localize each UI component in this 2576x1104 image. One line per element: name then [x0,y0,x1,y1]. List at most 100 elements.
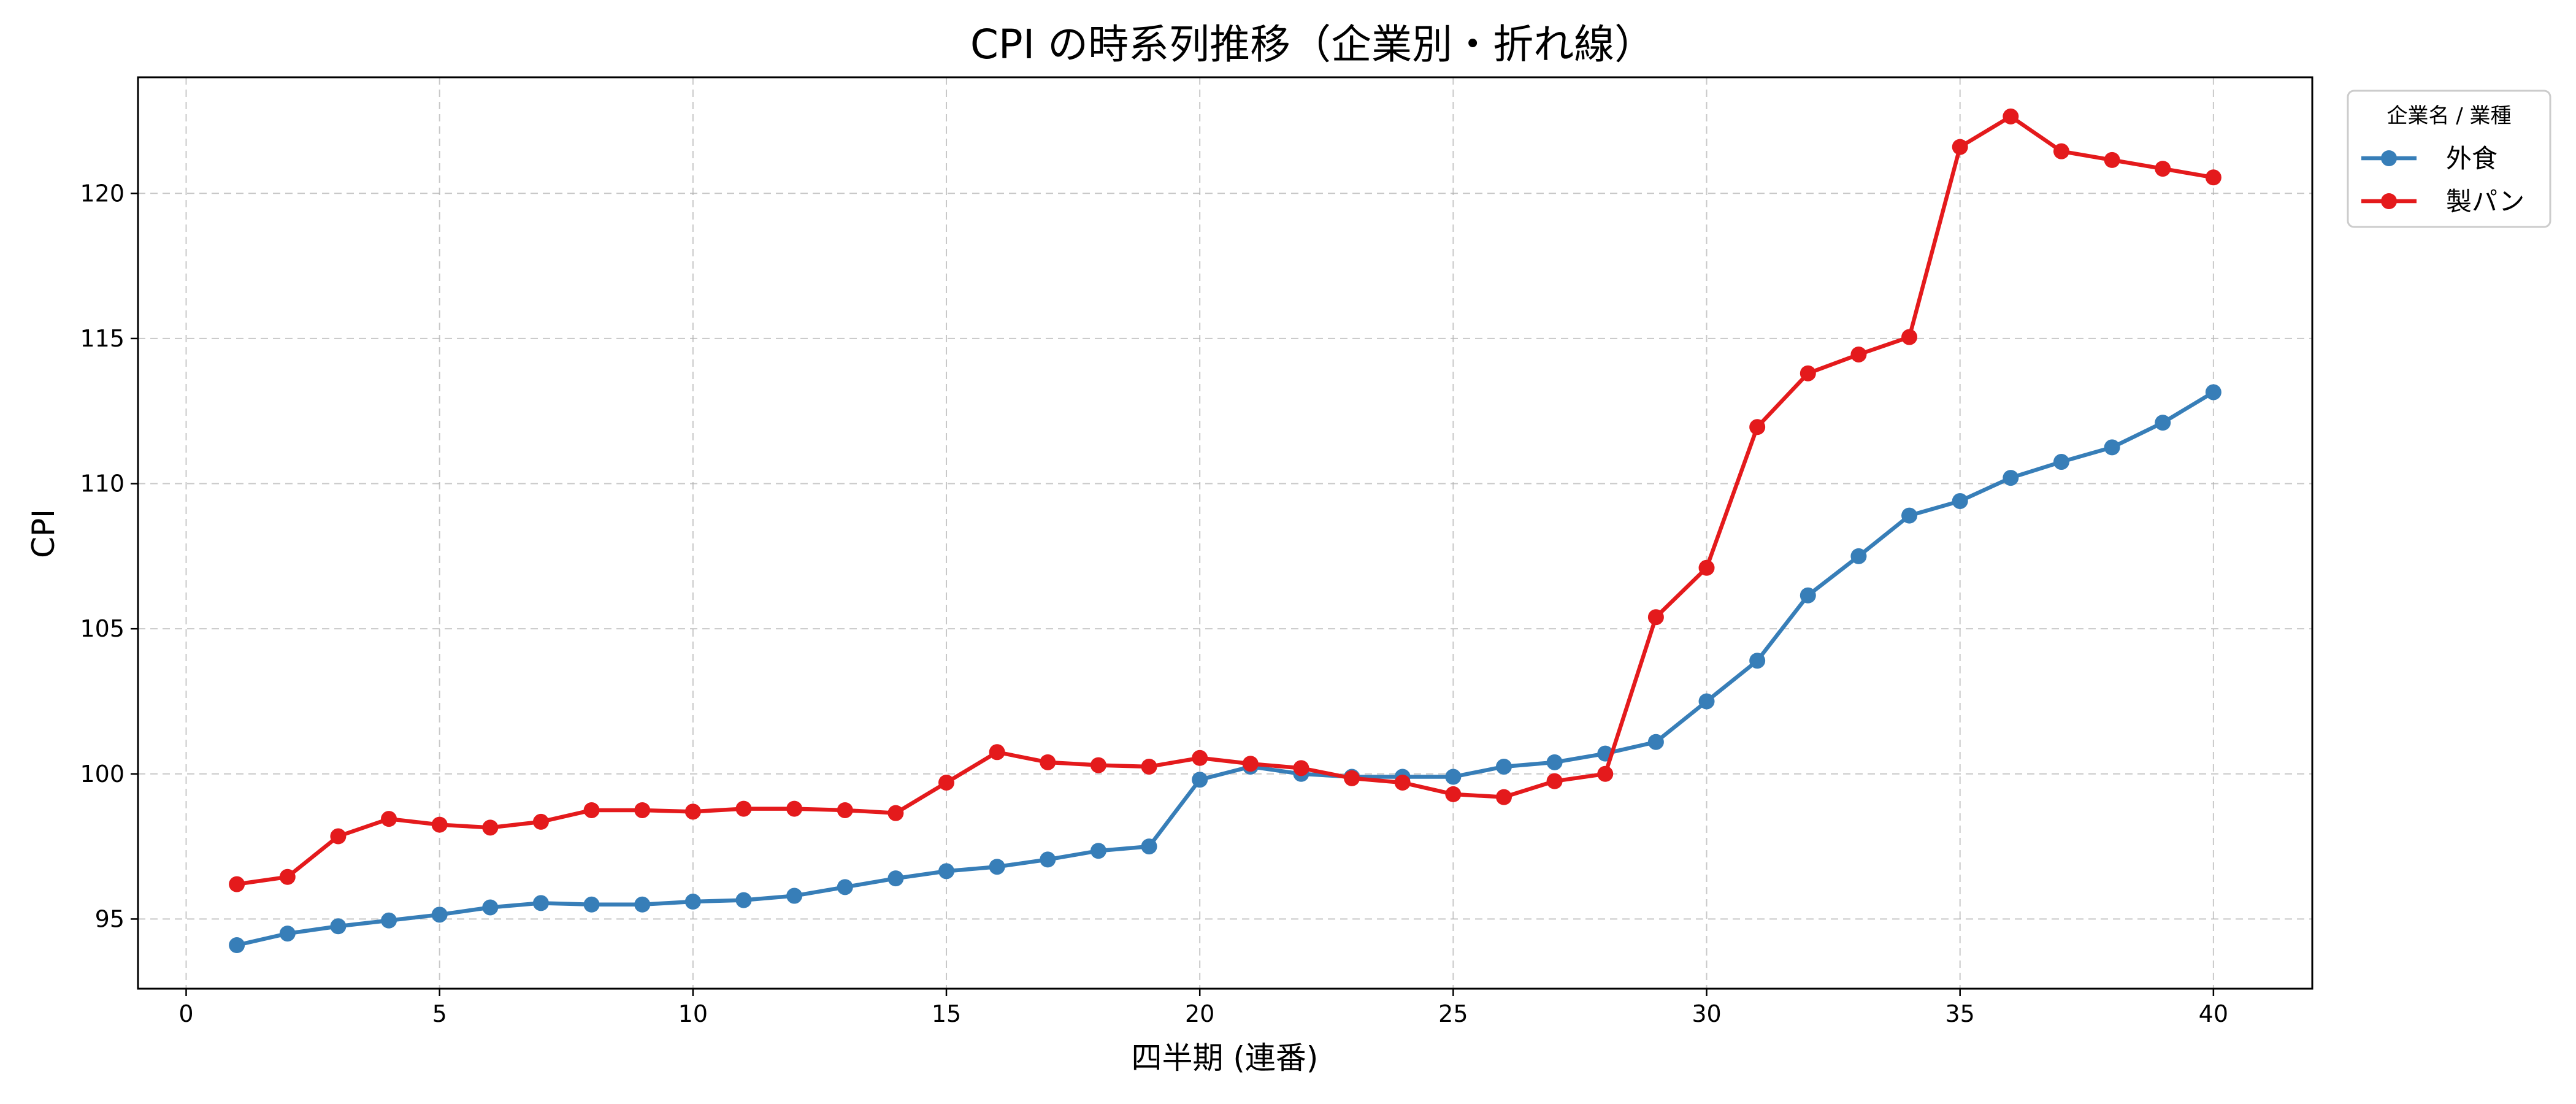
data-point [1698,559,1715,576]
data-point [684,894,701,910]
data-point [381,811,397,827]
data-point [583,896,600,913]
data-point [431,907,448,923]
data-point [482,899,499,916]
data-point [583,802,600,818]
data-point [2205,384,2221,401]
data-point [1647,609,1664,626]
data-point [1647,734,1664,750]
data-point [1242,756,1259,772]
data-point [634,802,651,818]
data-point [532,813,549,830]
data-point [2053,454,2069,470]
data-point [532,895,549,911]
data-point [1141,838,1157,855]
x-tick-label: 20 [1185,1000,1214,1027]
x-tick-label: 25 [1438,1000,1468,1027]
y-axis-label: CPI [26,509,61,558]
data-point [1192,749,1208,766]
x-axis-label: 四半期 (連番) [1132,1040,1319,1076]
data-point [735,800,752,817]
legend-item: 外食 [2361,144,2497,174]
data-point [938,863,955,880]
data-point [2104,151,2120,168]
data-point [1040,754,1056,770]
data-point [684,803,701,820]
series-2 [229,108,2221,892]
data-point [2205,169,2221,186]
y-tick-label: 120 [80,180,125,207]
data-point [1546,773,1563,789]
data-point [1952,139,1968,155]
x-tick-label: 40 [2199,1000,2228,1027]
data-point [786,800,803,817]
data-point [2155,415,2171,431]
data-point [887,805,904,821]
x-tick-label: 5 [432,1000,447,1027]
data-point [381,912,397,929]
data-point [1445,786,1462,802]
data-point [330,828,347,845]
data-point [1090,757,1106,773]
data-point [229,937,245,954]
x-tick-label: 0 [178,1000,193,1027]
data-point [1293,760,1309,776]
data-point [2003,470,2019,486]
data-point [1040,851,1056,868]
series-line [234,390,2216,948]
legend-item: 製パン [2361,186,2524,217]
data-point [229,876,245,892]
y-tick-label: 105 [80,615,125,642]
series-1 [229,384,2221,954]
legend-label: 外食 [2446,144,2497,174]
y-tick-label: 110 [80,470,125,497]
y-tick-label: 95 [95,905,125,932]
data-point [989,744,1005,761]
data-point [1800,587,1816,604]
data-point [1344,770,1360,786]
data-point [2053,143,2069,159]
series-line [234,114,2216,886]
data-point [1901,329,1918,345]
data-point [1749,653,1766,669]
data-point [1901,507,1918,524]
ticks: 0 5 10 15 20 25 30 35 40 95 100 105 110 115 120 [80,180,2228,1027]
series-layer [229,108,2221,954]
y-tick-label: 115 [80,325,125,352]
data-point [482,819,499,836]
data-point [1394,774,1411,791]
data-point [1141,758,1157,775]
x-tick-label: 30 [1692,1000,1721,1027]
x-tick-label: 15 [932,1000,961,1027]
data-point [1546,754,1563,770]
legend-box [2347,90,2551,228]
data-point [989,859,1005,875]
data-point [1952,493,1968,509]
data-point [786,887,803,904]
data-point [837,879,853,895]
data-point [1090,843,1106,859]
data-point [887,870,904,887]
data-point [1597,765,1614,782]
x-tick-label: 35 [1945,1000,1975,1027]
data-point [1698,693,1715,710]
data-point [279,926,296,942]
data-point [1749,419,1766,435]
data-point [330,918,347,935]
legend-marker [2381,150,2397,166]
data-point [2104,439,2120,456]
data-point [1850,548,1867,564]
plot-frame [137,76,2313,990]
grid [138,77,2312,989]
data-point [2003,108,2019,125]
data-point [431,816,448,833]
data-point [1850,346,1867,362]
data-point [2155,161,2171,177]
legend-title: 企業名 / 業種 [2386,104,2511,128]
data-point [634,896,651,913]
data-point [1495,758,1512,775]
